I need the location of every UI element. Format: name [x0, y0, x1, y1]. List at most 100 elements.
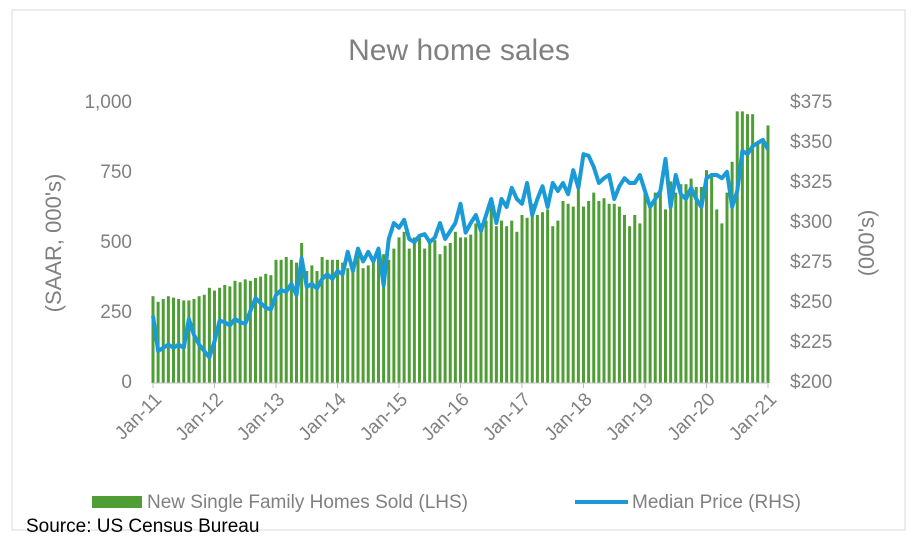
bar — [218, 287, 222, 383]
bar — [597, 201, 601, 383]
bar — [715, 209, 719, 383]
bar — [166, 296, 170, 383]
chart-frame — [11, 9, 906, 531]
y-tick-label: 1,000 — [84, 92, 132, 113]
bar — [653, 192, 657, 383]
line — [151, 137, 770, 360]
bar — [433, 240, 437, 383]
bar — [561, 201, 565, 383]
bar — [402, 231, 406, 383]
bar — [525, 217, 529, 383]
bar — [494, 226, 498, 383]
bar — [515, 231, 519, 383]
bar — [479, 223, 483, 383]
bar — [259, 276, 263, 383]
bar — [720, 223, 724, 383]
bar — [443, 245, 447, 383]
bar — [330, 259, 334, 383]
bar — [489, 206, 493, 383]
bar — [530, 203, 534, 383]
bar — [541, 212, 544, 383]
y2-tick-label: $350 — [790, 132, 832, 153]
bar — [243, 279, 247, 383]
y-tick-label: 250 — [100, 302, 132, 323]
bar — [623, 215, 626, 383]
bar — [423, 248, 427, 383]
bar — [300, 243, 304, 383]
bar — [233, 280, 237, 383]
bar — [459, 237, 462, 383]
bar — [382, 254, 386, 383]
bar — [320, 257, 324, 383]
bar — [228, 286, 232, 383]
bar — [315, 271, 319, 383]
y-tick-label: 500 — [100, 232, 132, 253]
legend-label: New Single Family Homes Sold (LHS) — [147, 492, 468, 513]
bar — [274, 259, 278, 383]
bar — [371, 257, 375, 383]
bar — [397, 237, 401, 383]
bar — [387, 259, 391, 383]
bar — [177, 299, 181, 383]
bar — [746, 114, 749, 383]
y2-tick-label: $300 — [790, 212, 832, 233]
bar — [556, 220, 560, 383]
y-tick-label: 750 — [100, 162, 132, 183]
bar — [469, 234, 473, 383]
bar — [730, 161, 734, 383]
bar — [669, 181, 673, 383]
bar — [336, 259, 339, 383]
bar — [710, 175, 714, 383]
bar — [617, 206, 621, 383]
legend-label: Median Price (RHS) — [632, 492, 801, 513]
bar — [392, 248, 396, 383]
bar — [633, 215, 637, 383]
bar — [238, 282, 242, 383]
bar — [602, 198, 606, 383]
bar — [207, 287, 211, 383]
bar — [356, 254, 360, 383]
chart-title: New home sales — [348, 34, 570, 67]
bar — [643, 189, 647, 383]
bar — [161, 299, 165, 383]
bar — [172, 297, 175, 383]
bar — [694, 187, 698, 383]
bar — [751, 114, 755, 383]
bar — [674, 192, 678, 383]
y-axis-label: (SAAR, 000's) — [41, 174, 66, 313]
bar — [612, 203, 616, 383]
bar — [248, 280, 252, 383]
bar — [592, 192, 596, 383]
bar — [505, 226, 509, 383]
bar — [638, 223, 642, 383]
y2-tick-label: $275 — [790, 252, 832, 273]
bar — [658, 192, 662, 383]
bar — [566, 203, 570, 383]
bar — [289, 259, 293, 383]
bar — [254, 278, 257, 383]
bar — [735, 111, 739, 384]
bar — [607, 203, 611, 383]
bar — [510, 220, 514, 383]
bar — [223, 285, 227, 383]
bar — [438, 254, 442, 383]
bar — [341, 262, 345, 383]
bar — [484, 220, 488, 383]
bar — [761, 139, 765, 383]
source-note: Source: US Census Bureau — [26, 516, 259, 537]
y2-tick-label: $225 — [790, 332, 832, 353]
bar — [705, 170, 708, 383]
bar — [269, 275, 273, 383]
bar — [582, 206, 585, 383]
bar — [202, 294, 206, 383]
bar — [412, 237, 416, 383]
bar — [325, 259, 329, 383]
bar — [689, 178, 693, 383]
bar — [551, 226, 555, 383]
bar — [571, 206, 575, 383]
bar — [725, 192, 729, 383]
bar — [418, 237, 421, 383]
bar — [756, 142, 760, 383]
bar — [576, 187, 580, 383]
